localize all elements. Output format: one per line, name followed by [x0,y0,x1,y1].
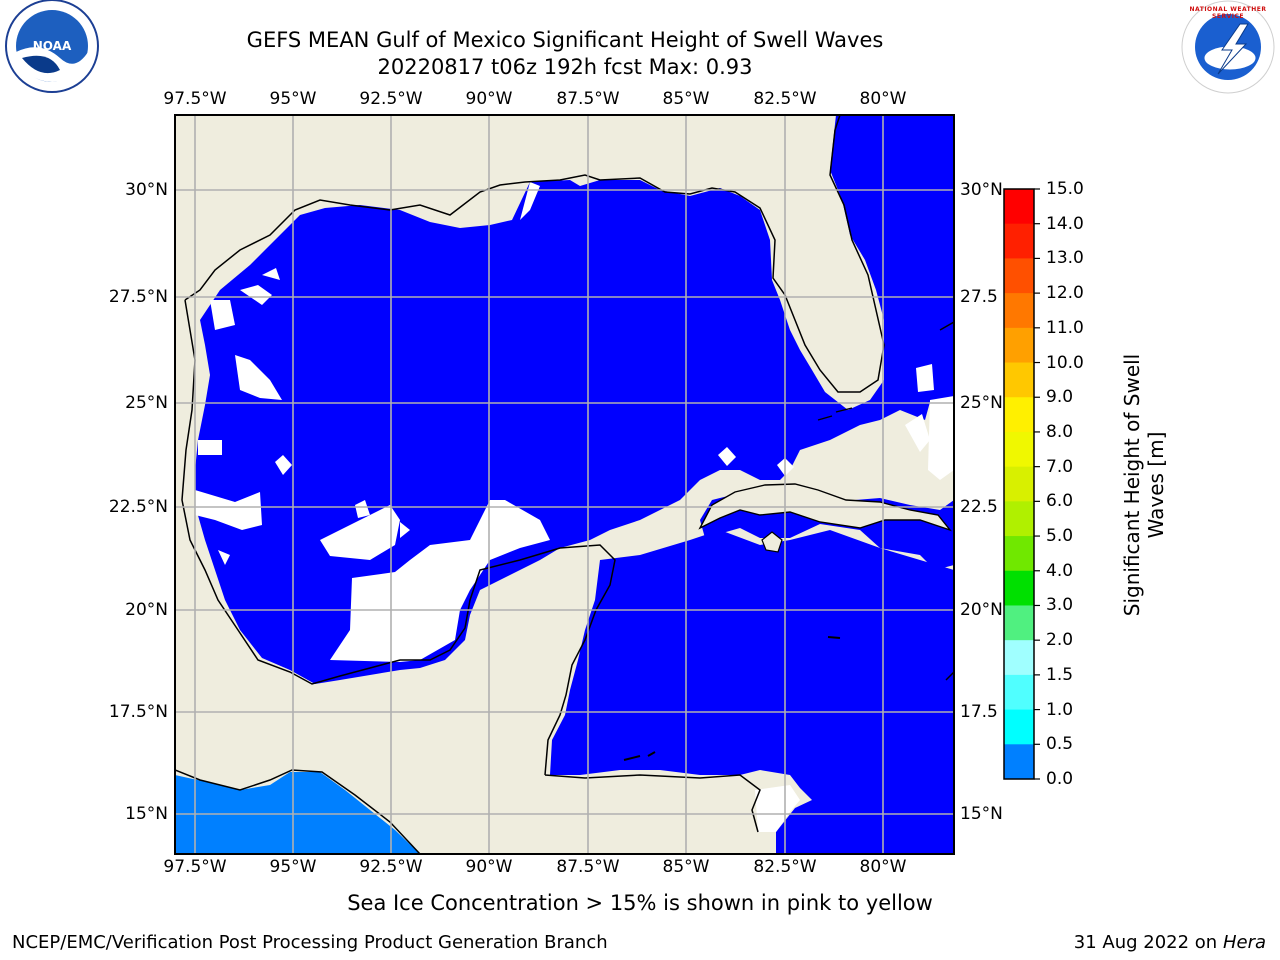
lon-label-top: 80°W [859,89,907,109]
caribbean-swell-field [550,530,954,854]
colorbar-segment [1004,570,1034,606]
colorbar-segment [1004,431,1034,468]
date-stamp: 31 Aug 2022 on Hera [1074,932,1266,953]
colorbar-segment [1004,223,1034,259]
lat-label-right: 20°N [960,600,1003,620]
lat-label-left: 25°N [125,393,168,413]
colorbar-label: Significant Height of Swell Waves [m] [1120,354,1168,616]
graticule [175,115,954,854]
lon-label-bottom: 92.5°W [359,857,423,877]
lon-label-top: 95°W [269,89,317,109]
colorbar-segment [1004,709,1034,745]
coastline [175,115,954,854]
colorbar-tick-label: 8.0 [1046,421,1074,442]
lon-label-top: 92.5°W [359,89,423,109]
colorbar-segment [1004,674,1034,711]
colorbar-tick-label: 11.0 [1046,317,1084,338]
cayman-islands [827,636,841,639]
keys [817,407,853,421]
colorbar-tick-label: 9.0 [1046,387,1074,408]
lat-label-left: 20°N [125,600,168,620]
colorbar-segment [1004,536,1034,572]
colorbar-tick-label: 10.0 [1046,352,1084,373]
colorbar-tick-label: 2.0 [1046,630,1074,651]
lon-label-top: 87.5°W [556,89,620,109]
date-text: 31 Aug 2022 on [1073,932,1218,953]
lon-label-bottom: 90°W [465,857,513,877]
map-frame [174,114,955,855]
lon-label-top: 97.5°W [163,89,227,109]
lat-label-left: 27.5°N [108,287,168,307]
colorbar-tick-label: 6.0 [1046,491,1074,512]
lon-label-bottom: 80°W [859,857,907,877]
colorbar [1003,188,1040,780]
lat-label-right: 25°N [960,393,1003,413]
lon-label-top: 90°W [465,89,513,109]
colorbar-segment [1004,640,1034,676]
colorbar-label-line1: Significant Height of Swell [1120,353,1144,617]
colorbar-segment [1004,293,1034,329]
lon-label-bottom: 97.5°W [163,857,227,877]
lat-label-right: 30°N [960,180,1003,200]
colorbar-label-line2: Waves [m] [1144,431,1168,539]
host-text: Hera [1222,932,1266,953]
colorbar-tick-label: 3.0 [1046,595,1074,616]
lon-label-top: 82.5°W [753,89,817,109]
lat-label-right: 15°N [960,804,1003,824]
lat-label-left: 22.5°N [108,497,168,517]
colorbar-tick-label: 5.0 [1046,526,1074,547]
noaa-logo-label: NOAA [32,39,72,53]
colorbar-tick-label: 1.5 [1046,664,1074,685]
colorbar-segment [1004,466,1034,502]
colorbar-segment [1004,501,1034,537]
lon-label-bottom: 95°W [269,857,317,877]
lat-label-left: 17.5°N [108,702,168,722]
lat-label-right: 27.5 [960,287,998,307]
chart-title: GEFS MEAN Gulf of Mexico Significant Hei… [246,28,884,52]
colorbar-tick-label: 14.0 [1046,213,1084,234]
sea-ice-note: Sea Ice Concentration > 15% is shown in … [0,891,1280,915]
colorbar-tick-label: 15.0 [1046,179,1084,199]
lon-label-top: 85°W [662,89,710,109]
lon-label-bottom: 85°W [662,857,710,877]
colorbar-segment [1004,327,1034,364]
colorbar-tick-label: 0.5 [1046,734,1074,755]
lon-label-bottom: 87.5°W [556,857,620,877]
lat-label-right: 17.5 [960,702,998,722]
colorbar-tick-label: 0.0 [1046,769,1074,789]
credit-text: NCEP/EMC/Verification Post Processing Pr… [12,932,608,953]
colorbar-segment [1004,189,1034,225]
chart-subtitle: 20220817 t06z 192h fcst Max: 0.93 [377,55,753,79]
colorbar-tick-label: 7.0 [1046,456,1074,477]
bay-islands [623,751,656,761]
colorbar-frame [1003,188,1035,780]
isle-of-youth [761,531,783,553]
colorbar-tick-label: 12.0 [1046,283,1084,304]
colorbar-segment [1004,362,1034,398]
lat-label-left: 15°N [125,804,168,824]
colorbar-segment [1004,744,1034,780]
colorbar-segment [1004,397,1034,433]
lat-label-left: 30°N [125,180,168,200]
colorbar-tick-label: 1.0 [1046,699,1074,720]
colorbar-segment [1004,258,1034,294]
lat-label-right: 22.5 [960,497,998,517]
colorbar-tick-label: 4.0 [1046,560,1074,581]
colorbar-segment [1004,605,1034,641]
pacific-swell-field [175,772,420,854]
lon-label-bottom: 82.5°W [753,857,817,877]
sea-ice-note-text: Sea Ice Concentration > 15% is shown in … [347,891,933,915]
nws-logo-label: NATIONAL WEATHER SERVICE [1189,6,1267,20]
no-data-patches [195,182,954,832]
noaa-logo [5,0,99,93]
nws-logo [1181,0,1275,94]
colorbar-tick-label: 13.0 [1046,248,1084,269]
